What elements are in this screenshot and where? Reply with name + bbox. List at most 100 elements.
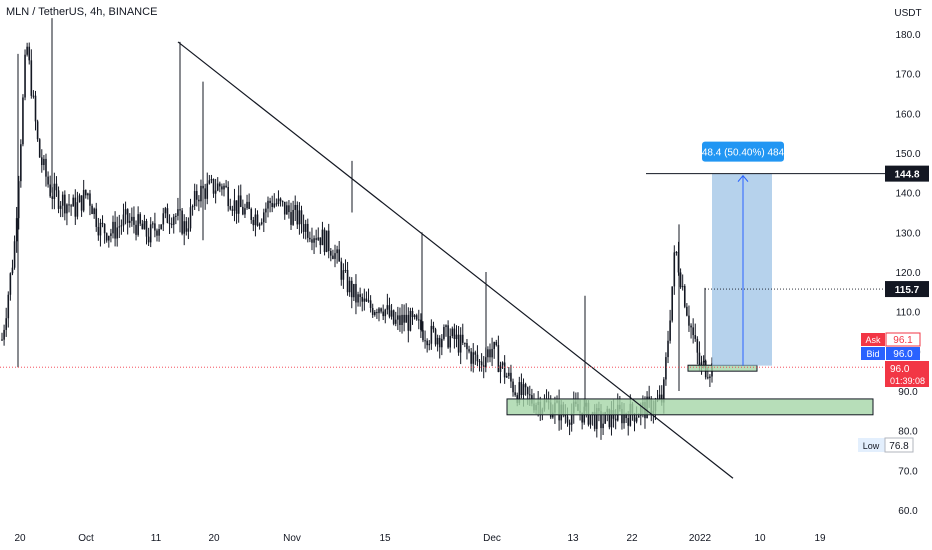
measure-label: 48.4 (50.40%) 484 bbox=[702, 148, 785, 159]
candle-body bbox=[378, 308, 380, 314]
candle-body bbox=[34, 95, 37, 122]
candle-body bbox=[392, 310, 395, 324]
candle-body bbox=[702, 360, 705, 363]
x-tick-label: Dec bbox=[483, 533, 501, 544]
candle-body bbox=[350, 280, 353, 298]
candle-body bbox=[709, 376, 711, 378]
candle-body bbox=[449, 336, 452, 348]
candle-body bbox=[1, 339, 3, 341]
x-tick-label: 13 bbox=[567, 533, 579, 544]
price-axis-bg bbox=[885, 0, 932, 550]
candle-body bbox=[526, 387, 529, 395]
candle-body bbox=[175, 215, 177, 217]
candle-body bbox=[64, 194, 66, 214]
candle-body bbox=[300, 210, 303, 225]
candle-body bbox=[212, 179, 215, 194]
candle-body bbox=[131, 216, 133, 221]
candle-body bbox=[648, 396, 650, 399]
y-tick-label: 70.0 bbox=[898, 466, 918, 477]
low-tag-bg bbox=[858, 438, 885, 452]
candle-body bbox=[95, 208, 98, 227]
candle-body bbox=[698, 352, 701, 367]
candle-body bbox=[325, 230, 328, 252]
candle-body bbox=[489, 349, 491, 358]
candle-body bbox=[663, 379, 665, 403]
candle-body bbox=[323, 229, 326, 252]
candle-body bbox=[55, 183, 58, 191]
candle-body bbox=[564, 414, 567, 417]
candle-body bbox=[470, 351, 472, 364]
candle-body bbox=[74, 197, 77, 217]
candle-body bbox=[168, 222, 171, 224]
candle-body bbox=[589, 415, 592, 425]
candle-body bbox=[306, 223, 309, 238]
candle-body bbox=[338, 249, 340, 262]
candle-body bbox=[474, 352, 477, 355]
candle-body bbox=[139, 214, 142, 224]
candle-body bbox=[147, 236, 150, 243]
candle-body bbox=[269, 200, 271, 204]
candle-body bbox=[568, 422, 571, 425]
candle-body bbox=[143, 221, 146, 230]
candle-body bbox=[455, 334, 458, 340]
y-tick-label: 90.0 bbox=[898, 387, 918, 398]
candle-body bbox=[239, 195, 242, 207]
candle-body bbox=[495, 342, 498, 346]
candle-body bbox=[72, 197, 75, 207]
candle-body bbox=[185, 221, 188, 232]
trendline bbox=[177, 41, 734, 479]
candle-body bbox=[369, 300, 372, 308]
candle-body bbox=[128, 220, 131, 223]
candle-body bbox=[411, 310, 414, 318]
candle-body bbox=[340, 261, 343, 280]
candle-body bbox=[26, 46, 28, 55]
candle-body bbox=[635, 417, 638, 422]
candle-body bbox=[281, 201, 284, 203]
candle-body bbox=[200, 185, 202, 202]
candle-body bbox=[108, 235, 110, 241]
candle-body bbox=[51, 196, 54, 199]
candle-body bbox=[365, 298, 368, 302]
candle-body bbox=[84, 189, 87, 196]
candle-body bbox=[177, 209, 179, 216]
symbol-title: MLN / TetherUS, 4h, BINANCE bbox=[6, 6, 158, 18]
candle-body bbox=[361, 296, 364, 302]
support-zone bbox=[687, 364, 758, 372]
candle-body bbox=[376, 312, 378, 314]
candle-body bbox=[336, 249, 338, 254]
candle-body bbox=[447, 325, 449, 348]
candle-body bbox=[256, 214, 259, 226]
candle-body bbox=[518, 382, 521, 403]
candle-body bbox=[273, 203, 276, 207]
candle-body bbox=[508, 372, 510, 377]
candle-body bbox=[208, 180, 211, 184]
candle-body bbox=[430, 325, 433, 344]
bid-tag-bg bbox=[861, 347, 885, 360]
candle-body bbox=[221, 186, 223, 190]
low-tag: Low bbox=[863, 441, 880, 451]
candle-body bbox=[20, 144, 22, 182]
candle-body bbox=[367, 300, 370, 302]
candle-body bbox=[415, 315, 418, 320]
candle-body bbox=[59, 205, 62, 209]
candle-body bbox=[397, 315, 399, 320]
candle-body bbox=[596, 408, 598, 429]
candle-body bbox=[105, 233, 108, 241]
candle-body bbox=[428, 343, 431, 346]
candle-body bbox=[327, 230, 330, 252]
candle-body bbox=[302, 224, 305, 232]
candle-body bbox=[692, 327, 694, 336]
candle-body bbox=[380, 308, 382, 312]
candle-body bbox=[82, 189, 85, 211]
candle-body bbox=[151, 223, 154, 225]
candle-body bbox=[434, 329, 437, 345]
candle-body bbox=[683, 286, 686, 307]
candle-body bbox=[604, 412, 606, 424]
candle-body bbox=[311, 239, 313, 243]
candle-body bbox=[363, 298, 366, 302]
candle-body bbox=[466, 343, 468, 350]
x-tick-label: 2022 bbox=[689, 533, 712, 544]
candle-body bbox=[394, 319, 397, 324]
candle-body bbox=[154, 223, 156, 231]
